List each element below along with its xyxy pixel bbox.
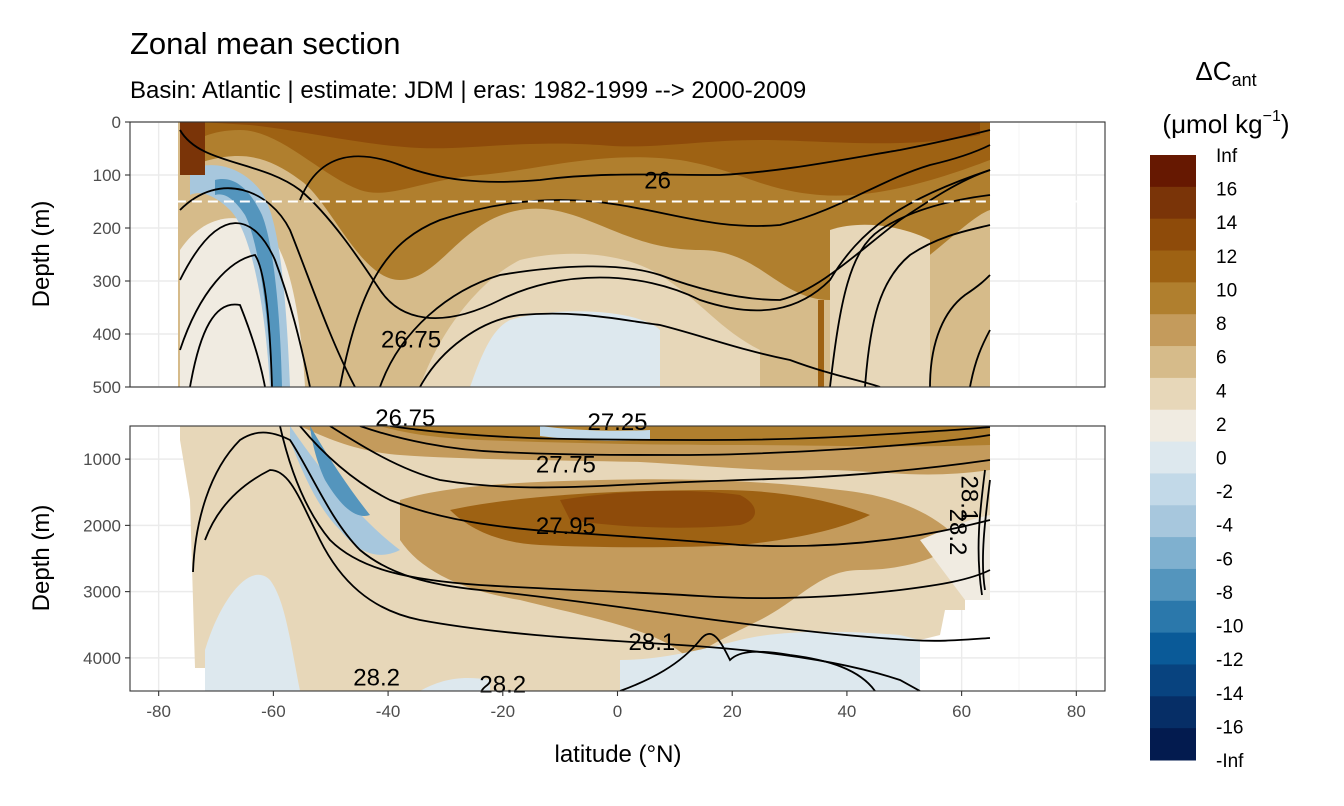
upper-contour-labels: 26 26.75: [381, 167, 671, 353]
y-tick-label: 500: [93, 378, 121, 397]
legend-label: -14: [1216, 684, 1244, 705]
legend-swatch: [1150, 600, 1196, 634]
y-tick-label: 4000: [83, 649, 121, 668]
chart-subtitle: Basin: Atlantic | estimate: JDM | eras: …: [130, 77, 806, 104]
x-tick-label: -60: [261, 702, 286, 721]
contour-label: 28.1: [956, 476, 983, 523]
contour-label: 26.75: [375, 405, 435, 432]
legend-label: 6: [1216, 348, 1227, 369]
contour-label: 27.75: [536, 451, 596, 478]
legend-label: 10: [1216, 280, 1237, 301]
legend-title-main: ΔC: [1195, 56, 1231, 86]
y-tick-label: 2000: [83, 516, 121, 535]
legend-swatch: [1150, 632, 1196, 665]
x-tick-label: -20: [491, 702, 516, 721]
legend-label: -6: [1216, 549, 1233, 570]
legend-label: 8: [1216, 314, 1227, 335]
legend-label: 4: [1216, 381, 1227, 402]
legend-swatch: [1150, 314, 1196, 347]
legend-label: 0: [1216, 449, 1227, 470]
legend-units-suffix: ): [1281, 109, 1290, 139]
legend-label: Inf: [1216, 146, 1238, 167]
legend-label: -8: [1216, 583, 1233, 604]
legend-label: 14: [1216, 213, 1238, 234]
y-tick-label: 200: [93, 219, 121, 238]
legend-swatch: [1150, 441, 1196, 474]
legend-swatch: [1150, 537, 1196, 570]
lower-panel-field: [180, 426, 991, 691]
legend-title-sub: ant: [1232, 70, 1257, 90]
y-tick-label: 0: [112, 113, 121, 132]
x-tick-label: 60: [952, 702, 971, 721]
legend-swatch: [1150, 664, 1196, 697]
legend-label: -2: [1216, 482, 1233, 503]
legend-swatch: [1150, 409, 1196, 443]
x-axis-title: latitude (°N): [555, 741, 682, 768]
legend-swatch: [1150, 473, 1196, 506]
y-tick-label: 400: [93, 325, 121, 344]
legend-units-prefix: (μmol kg: [1162, 109, 1262, 139]
x-tick-label: 40: [837, 702, 856, 721]
legend-label: -12: [1216, 650, 1243, 671]
upper-panel: 26 26.75 0 100 200 300 400 500: [93, 113, 1106, 397]
y-tick-label: 3000: [83, 583, 121, 602]
y-tick-label: 300: [93, 272, 121, 291]
legend-swatch: [1150, 505, 1196, 538]
contour-label: 26: [644, 167, 671, 194]
legend-title: ΔCant: [1195, 56, 1256, 90]
contour-label: 28.2: [944, 509, 971, 556]
lower-y-axis: 1000 2000 3000 4000: [83, 450, 130, 668]
legend-units-sup: −1: [1263, 108, 1281, 125]
legend-swatch: [1150, 155, 1196, 188]
legend-swatch: [1150, 218, 1196, 252]
legend-colorbar: [1150, 155, 1196, 761]
y-axis-title-upper: Depth (m): [28, 201, 55, 308]
legend-swatch: [1150, 186, 1196, 220]
y-tick-label: 1000: [83, 450, 121, 469]
legend-swatch: [1150, 282, 1196, 315]
legend-units: (μmol kg−1): [1162, 108, 1289, 139]
chart-title: Zonal mean section: [130, 26, 401, 61]
upper-panel-field: [178, 122, 991, 387]
x-tick-label: -80: [146, 702, 171, 721]
contour-label: 28.2: [353, 665, 400, 692]
y-axis-title-lower: Depth (m): [28, 505, 55, 612]
legend-swatch: [1150, 728, 1196, 761]
legend-swatch: [1150, 696, 1196, 729]
x-tick-label: 80: [1067, 702, 1086, 721]
legend-swatch: [1150, 250, 1196, 283]
legend-swatch: [1150, 568, 1196, 602]
legend-label: 2: [1216, 415, 1227, 436]
legend-swatch: [1150, 346, 1196, 379]
legend-label: -10: [1216, 617, 1243, 638]
legend-swatch: [1150, 377, 1196, 411]
legend: ΔCant (μmol kg−1) Inf 16 14 12 10 8 6 4 2 0 -2 -4 -6…: [1150, 56, 1290, 772]
contour-label: 26.75: [381, 326, 441, 353]
x-axis: -80 -60 -40 -20 0 20 40 60 80: [146, 691, 1086, 721]
upper-y-axis: 0 100 200 300 400 500: [93, 113, 130, 397]
x-tick-label: -40: [376, 702, 401, 721]
legend-label: -Inf: [1216, 751, 1244, 772]
y-tick-label: 100: [93, 166, 121, 185]
x-tick-label: 20: [723, 702, 742, 721]
legend-label: 12: [1216, 247, 1237, 268]
x-tick-label: 0: [613, 702, 622, 721]
contour-label: 27.95: [536, 513, 596, 540]
legend-labels: Inf 16 14 12 10 8 6 4 2 0 -2 -4 -6 -8 -10 -12 -14 -16 -Inf: [1216, 146, 1244, 772]
legend-label: -4: [1216, 516, 1233, 537]
legend-label: 16: [1216, 180, 1237, 201]
contour-label: 28.1: [629, 629, 676, 656]
legend-label: -16: [1216, 717, 1243, 738]
contour-label: 27.25: [587, 409, 647, 436]
